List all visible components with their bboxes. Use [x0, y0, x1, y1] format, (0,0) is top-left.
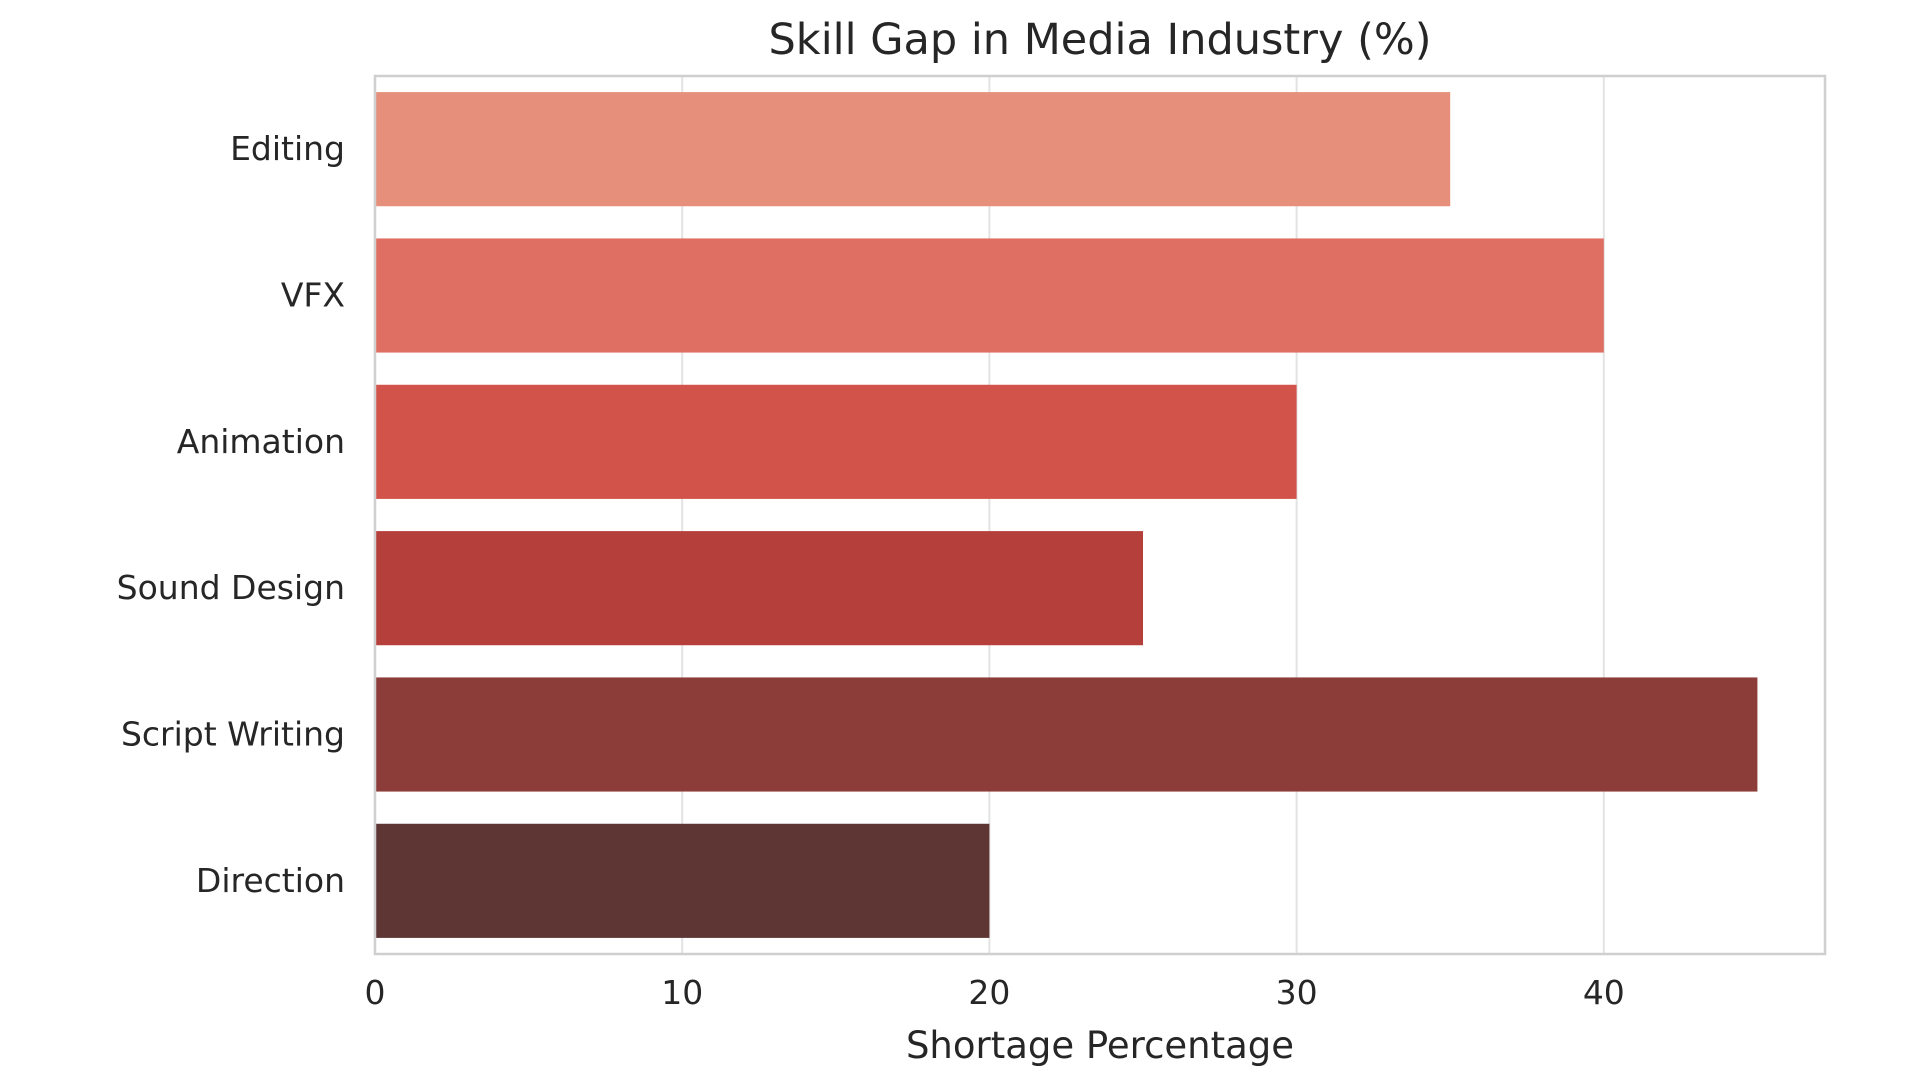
category-label: Direction: [196, 861, 345, 900]
bar-script-writing: [375, 677, 1758, 792]
category-label: Sound Design: [117, 568, 345, 607]
bar-direction: [375, 823, 990, 938]
chart-title: Skill Gap in Media Industry (%): [769, 15, 1432, 65]
bar-sound-design: [375, 531, 1144, 646]
plot-frame: [373, 74, 1827, 956]
bar-editing: [375, 92, 1451, 207]
grid-lines: [374, 76, 1605, 954]
x-tick-label: 10: [661, 973, 703, 1012]
x-tick-label: 40: [1583, 973, 1625, 1012]
x-tick-label: 30: [1276, 973, 1318, 1012]
x-tick-label: 0: [365, 973, 386, 1012]
x-axis-title: Shortage Percentage: [906, 1024, 1294, 1067]
category-label: Editing: [230, 129, 345, 168]
bar-animation: [375, 384, 1297, 499]
category-label: VFX: [281, 276, 345, 315]
y-axis-categories: Editing VFX Animation Sound Design Script Wr…: [117, 129, 345, 900]
bars: [375, 92, 1758, 938]
x-tick-label: 20: [968, 973, 1010, 1012]
x-axis-ticks: 0 10 20 30 40: [365, 973, 1625, 1012]
category-label: Script Writing: [121, 715, 345, 754]
bar-vfx: [375, 238, 1604, 353]
category-label: Animation: [177, 422, 345, 461]
